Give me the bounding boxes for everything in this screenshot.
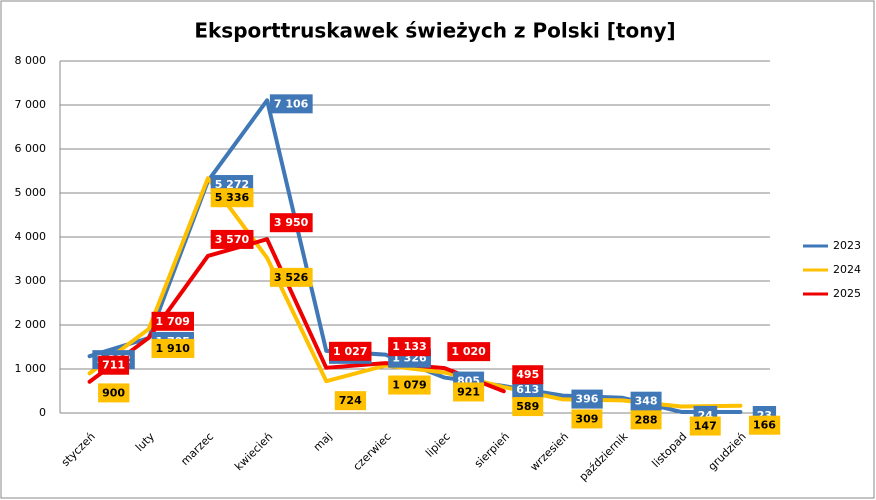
data-label-text: 921 bbox=[457, 385, 480, 398]
data-label-box bbox=[151, 338, 195, 358]
data-label-box bbox=[571, 389, 603, 409]
data-label-text: 5 336 bbox=[215, 191, 250, 204]
chart-title: Eksporttruskawek świeżych z Polski [tony… bbox=[194, 19, 675, 43]
data-label-text: 147 bbox=[694, 420, 717, 433]
data-label-box bbox=[269, 267, 313, 287]
data-label-box bbox=[329, 341, 372, 361]
data-label-text: 900 bbox=[102, 386, 125, 399]
data-label-text: 3 950 bbox=[274, 216, 309, 229]
data-label-text: 396 bbox=[575, 393, 598, 406]
data-label: 3 950 bbox=[269, 213, 313, 233]
data-label-box bbox=[98, 383, 130, 403]
data-label: 613 bbox=[512, 380, 544, 400]
data-label-text: 495 bbox=[516, 368, 539, 381]
data-label: 921 bbox=[453, 382, 485, 402]
data-label-box bbox=[210, 188, 254, 208]
data-label-box bbox=[630, 410, 662, 430]
data-label: 900 bbox=[98, 383, 130, 403]
y-tick-label: 7 000 bbox=[15, 98, 47, 111]
data-label: 309 bbox=[571, 409, 603, 429]
data-label-box bbox=[630, 391, 662, 411]
data-label: 396 bbox=[571, 389, 603, 409]
y-tick-label: 2 000 bbox=[15, 318, 47, 331]
data-label-text: 5 272 bbox=[215, 178, 249, 191]
data-label: 1 020 bbox=[447, 342, 491, 362]
data-label: 3 526 bbox=[269, 267, 313, 287]
data-label-box bbox=[210, 229, 254, 249]
data-label-box bbox=[453, 382, 485, 402]
data-label-box bbox=[447, 342, 491, 362]
data-label-box bbox=[512, 397, 544, 417]
data-label-box bbox=[388, 375, 431, 395]
y-tick-label: 1 000 bbox=[15, 362, 47, 375]
data-label-text: 613 bbox=[516, 383, 539, 396]
legend-label: 2023 bbox=[833, 239, 861, 252]
y-tick-label: 6 000 bbox=[15, 142, 47, 155]
data-label: 7 106 bbox=[269, 94, 313, 114]
data-label: 288 bbox=[630, 410, 662, 430]
data-label-text: 348 bbox=[635, 395, 658, 408]
data-label: 1 079 bbox=[388, 375, 431, 395]
data-label-box bbox=[512, 365, 544, 385]
data-label-text: 1 709 bbox=[156, 315, 190, 328]
data-label-box bbox=[748, 415, 781, 435]
y-tick-label: 0 bbox=[39, 406, 46, 419]
y-tick-label: 5 000 bbox=[15, 186, 47, 199]
data-label: 1 910 bbox=[151, 338, 195, 358]
data-label: 5 336 bbox=[210, 188, 254, 208]
y-tick-label: 8 000 bbox=[15, 54, 47, 67]
data-label: 166 bbox=[748, 415, 781, 435]
data-label: 348 bbox=[630, 391, 662, 411]
data-label-text: 711 bbox=[102, 359, 125, 372]
data-label-text: 166 bbox=[753, 419, 776, 432]
data-label-text: 589 bbox=[516, 400, 539, 413]
data-label-text: 1 133 bbox=[392, 340, 426, 353]
data-label: 147 bbox=[689, 416, 721, 436]
data-label: 1 709 bbox=[151, 311, 194, 331]
data-label-text: 3 526 bbox=[274, 271, 309, 284]
data-label-text: 1 079 bbox=[392, 379, 426, 392]
y-tick-label: 3 000 bbox=[15, 274, 47, 287]
data-label-box bbox=[689, 416, 721, 436]
data-label: 1 027 bbox=[329, 341, 372, 361]
data-label-box bbox=[269, 213, 313, 233]
data-label-text: 309 bbox=[575, 412, 598, 425]
data-label-text: 1 020 bbox=[451, 345, 486, 358]
data-label: 711 bbox=[98, 355, 130, 375]
y-tick-label: 4 000 bbox=[15, 230, 47, 243]
data-label-text: 724 bbox=[339, 394, 362, 407]
data-label-box bbox=[98, 355, 130, 375]
data-label: 3 570 bbox=[210, 229, 254, 249]
data-label-box bbox=[151, 311, 194, 331]
data-label-box bbox=[334, 391, 367, 411]
data-label-box bbox=[269, 94, 313, 114]
data-label-text: 1 027 bbox=[333, 345, 367, 358]
legend-label: 2024 bbox=[833, 263, 861, 276]
data-label-text: 7 106 bbox=[274, 97, 309, 110]
data-label-text: 1 910 bbox=[156, 342, 191, 355]
data-label: 1 133 bbox=[388, 337, 431, 357]
data-label: 724 bbox=[334, 391, 367, 411]
data-label: 589 bbox=[512, 397, 544, 417]
data-label-box bbox=[512, 380, 544, 400]
data-label: 495 bbox=[512, 365, 544, 385]
legend-label: 2025 bbox=[833, 287, 861, 300]
data-label-box bbox=[388, 337, 431, 357]
data-label-text: 3 570 bbox=[215, 233, 250, 246]
data-label-text: 288 bbox=[635, 413, 658, 426]
data-label-box bbox=[571, 409, 603, 429]
